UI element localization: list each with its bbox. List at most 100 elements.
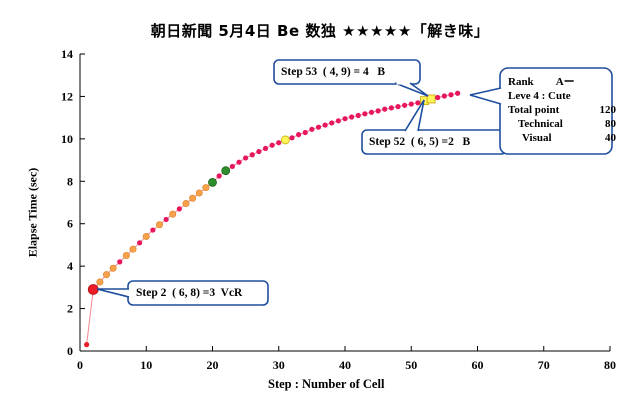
callout-step2-label: Step 2 xyxy=(136,287,167,299)
data-point xyxy=(243,155,249,161)
callout-step53-label: Step 53 xyxy=(281,66,318,78)
data-point xyxy=(375,108,381,114)
x-tick-label: 70 xyxy=(538,358,550,372)
data-point xyxy=(216,173,222,179)
y-tick-label: 2 xyxy=(67,302,73,316)
data-point xyxy=(435,94,441,101)
x-axis-label: Step : Number of Cell xyxy=(268,377,385,391)
visual-row: Visual 40 xyxy=(508,131,616,145)
data-point xyxy=(448,92,454,98)
data-point xyxy=(249,152,255,158)
data-point xyxy=(163,216,169,223)
callout-box-step53 xyxy=(273,59,421,85)
chart-title: 朝日新聞 5月4日 Be 数独 ★★★★★「解き味」 xyxy=(150,22,490,40)
data-point-highlight xyxy=(129,245,137,253)
level-text: Leve 4 : Cute xyxy=(508,90,571,102)
callout-pointer-step2 xyxy=(96,288,130,298)
data-point xyxy=(388,105,394,111)
y-tick-label: 12 xyxy=(61,89,73,103)
data-point xyxy=(236,159,242,165)
data-point xyxy=(262,145,269,152)
data-point xyxy=(269,142,275,148)
x-tick-label: 20 xyxy=(207,358,219,372)
callout-step52-label: Step 52 xyxy=(369,136,406,148)
x-tick-label: 0 xyxy=(77,358,83,372)
rank-row: Rank Aー xyxy=(508,75,616,89)
x-tick-label: 40 xyxy=(339,358,351,372)
callout-step52-coords: ( 6, 5) xyxy=(410,136,439,148)
data-point xyxy=(84,342,90,348)
data-point xyxy=(382,106,388,112)
x-tick-label: 50 xyxy=(405,358,417,372)
data-point-highlight xyxy=(208,177,217,187)
callout-shapes xyxy=(96,59,613,306)
callout-pointer-mask xyxy=(406,129,417,133)
callout-rank: Rank Aー Leve 4 : Cute Total point 120 Te… xyxy=(508,75,616,145)
callout-pointer-step53 xyxy=(394,82,429,97)
callout-box-rank xyxy=(499,67,613,155)
data-point xyxy=(322,122,328,128)
data-point xyxy=(329,120,335,126)
rank-value: Aー xyxy=(555,76,575,88)
callout-pointer-mask xyxy=(127,290,131,296)
series-points xyxy=(84,90,461,348)
data-point xyxy=(302,129,308,136)
y-tick-label: 14 xyxy=(61,47,73,61)
callout-step2-eq: =3 xyxy=(202,287,216,299)
x-tick-label: 10 xyxy=(140,358,152,372)
x-tick-label: 30 xyxy=(273,358,285,372)
technical-label: Technical xyxy=(518,118,563,130)
callout-step2-coords: ( 6, 8) xyxy=(172,287,200,299)
callout-pointer-mask xyxy=(396,81,409,85)
data-point xyxy=(395,104,401,110)
y-tick-label: 4 xyxy=(67,259,73,273)
x-tick-label: 60 xyxy=(472,358,484,372)
data-point xyxy=(355,112,361,119)
rank-label: Rank xyxy=(508,76,534,88)
data-point-highlight xyxy=(96,278,104,286)
data-point xyxy=(402,102,408,108)
y-tick-label: 6 xyxy=(67,217,73,231)
y-tick-label: 10 xyxy=(61,132,73,146)
callout-step2: Step 2 ( 6, 8) =3 VcR xyxy=(136,287,242,299)
technical-value: 80 xyxy=(605,118,616,130)
callout-pointer-rank xyxy=(469,87,502,105)
data-point-highlight xyxy=(103,271,111,279)
callout-step52-eq: =2 xyxy=(441,136,454,148)
data-point xyxy=(117,259,123,265)
callout-pointer-mask xyxy=(499,89,503,103)
callout-step53-tag: B xyxy=(377,66,386,78)
data-point xyxy=(137,240,143,246)
data-point-highlight xyxy=(87,284,99,295)
data-point xyxy=(150,227,156,233)
data-point xyxy=(335,118,341,124)
data-point-highlight xyxy=(182,200,190,208)
callout-pointer-step52 xyxy=(404,99,425,132)
axes: 0 2 4 6 8 10 12 14 0 10 20 30 40 50 60 70 80 xyxy=(61,47,616,372)
data-point-highlight xyxy=(221,166,231,176)
level-row: Leve 4 : Cute xyxy=(508,89,616,103)
callout-step2-tag: VcR xyxy=(220,287,243,299)
data-point xyxy=(441,93,447,99)
data-point-highlight xyxy=(109,264,117,272)
callout-step52: Step 52 ( 6, 5) =2 B xyxy=(369,136,470,148)
total-row: Total point 120 xyxy=(508,103,616,117)
visual-value: 40 xyxy=(605,132,616,144)
data-point-highlight xyxy=(156,221,164,229)
callout-step53-eq: = 4 xyxy=(353,66,369,78)
data-point-highlight xyxy=(195,189,203,197)
data-point-highlight xyxy=(142,232,150,240)
data-point xyxy=(342,116,348,122)
x-tick-label: 80 xyxy=(604,358,616,372)
callout-step53-coords: ( 4, 9) xyxy=(322,66,351,78)
data-point-highlight xyxy=(202,184,210,192)
data-point xyxy=(296,132,302,138)
y-axis-label: Elapse Time (sec) xyxy=(25,167,40,258)
total-label: Total point xyxy=(508,104,560,116)
data-point-highlight xyxy=(189,194,197,202)
technical-row: Technical 80 xyxy=(508,117,616,131)
data-point xyxy=(276,140,282,146)
data-point xyxy=(415,100,421,106)
total-value: 120 xyxy=(599,104,617,116)
y-tick-label: 0 xyxy=(67,344,73,358)
